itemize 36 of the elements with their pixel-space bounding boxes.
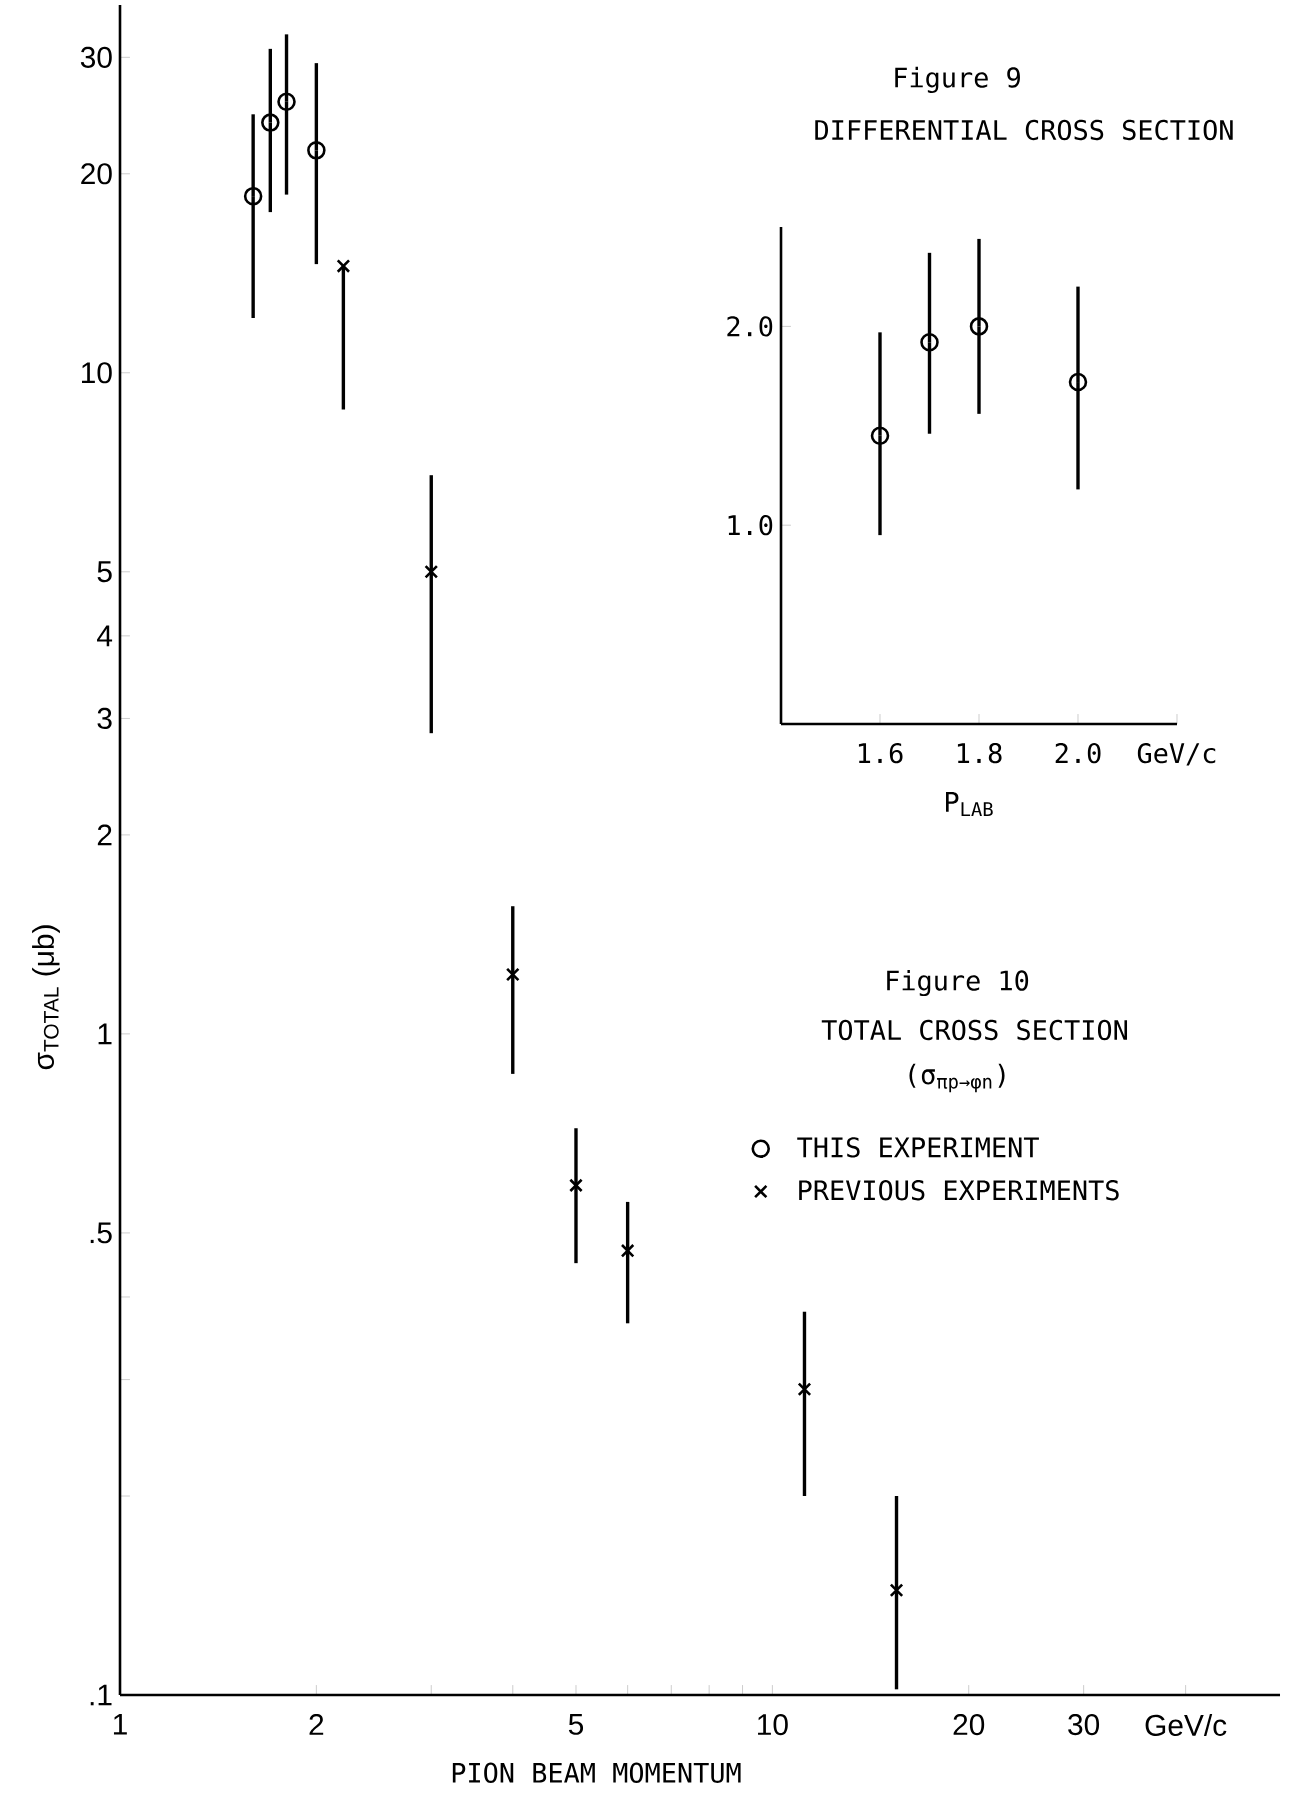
x-axis-title: P$_{LAB}$ [946,792,993,816]
x-tick-label: GeV/c [1145,1714,1227,1736]
x-tick-label: 10 [758,1714,788,1736]
text: TOTAL CROSS SECTION [821,1019,1128,1041]
point [870,426,890,445]
y-tick-label: 5 [97,561,112,583]
y-tick-label: .1 [90,1684,112,1706]
x-tick-label: 30 [1068,1714,1100,1736]
chart-title: Figure 9 [895,66,1020,94]
x-tick-label: GeV/c [1137,742,1216,766]
y-axis-title: σ$_{TOTAL}$ (μb) [32,925,60,1070]
legend-label: PREVIOUS EXPERIMENTS [799,1180,1119,1201]
text: Figure 10 [887,969,1029,997]
x-tick-label: 1 [113,1714,127,1735]
x-tick-label: 1.8 [957,742,1002,764]
y-tick-label: .5 [90,1222,112,1244]
point [969,317,989,336]
y-tick-label: 30 [80,46,112,68]
y-tick-label: 4 [97,625,113,647]
x-tick-label: 5 [568,1714,584,1735]
annotation: (σ$_{πp→φn}$) [909,1063,1005,1093]
y-tick-label: 2 [97,824,112,846]
x-tick-label: 2 [309,1714,324,1735]
y-tick-label: 1 [98,1023,112,1045]
x-tick-label: 1.6 [858,742,903,764]
chart-subtitle: DIFFERENTIAL CROSS SECTION [815,119,1233,141]
legend-label: THIS EXPERIMENT [797,1137,1039,1158]
x-axis-title: PION BEAM MOMENTUM [452,1762,741,1783]
point [920,333,939,352]
y-tick-label: 3 [97,707,112,730]
x-tick-label: 2.0 [1055,742,1101,764]
y-tick-label: 20 [81,163,112,185]
y-tick-label: 1.0 [728,515,773,536]
x-tick-label: 20 [953,1714,985,1736]
point [1068,372,1088,392]
y-tick-label: 10 [82,362,112,384]
